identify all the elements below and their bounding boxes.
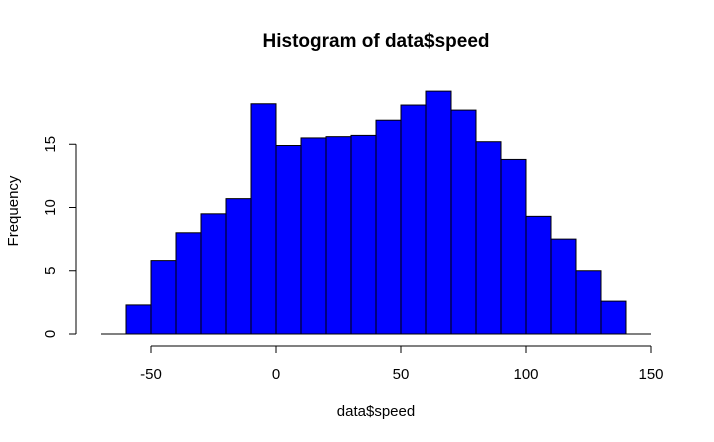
histogram-bar [200, 213, 227, 335]
y-axis-label: Frequency [5, 175, 22, 246]
bars-group [125, 90, 627, 335]
histogram-bar [400, 104, 427, 335]
y-tick-label: 10 [42, 199, 59, 216]
x-tick-label: 150 [638, 366, 663, 383]
x-tick-label: 50 [393, 366, 410, 383]
histogram-bar [525, 215, 552, 335]
x-tick-label: -50 [140, 366, 162, 383]
histogram-bar [575, 270, 602, 335]
histogram-bar [450, 109, 477, 335]
x-tick-label: 0 [272, 366, 280, 383]
histogram-bar [125, 304, 152, 335]
histogram-bar [600, 300, 627, 335]
y-tick-label: 5 [42, 267, 59, 275]
histogram-bar [225, 198, 252, 335]
y-tick-label: 15 [42, 136, 59, 153]
histogram-bar [500, 158, 527, 335]
histogram-bar [475, 141, 502, 335]
chart-title: Histogram of data$speed [263, 31, 490, 52]
histogram-bar [375, 119, 402, 335]
y-tick-label: 0 [42, 330, 59, 338]
histogram-bar [250, 103, 277, 335]
histogram-bar [275, 145, 302, 335]
histogram-bar [325, 136, 352, 335]
histogram-bar [350, 134, 377, 335]
histogram-bar [175, 232, 202, 335]
histogram-bar [425, 90, 452, 335]
x-axis: -50 0 50 100 150 [101, 333, 664, 383]
histogram-bar [550, 238, 577, 335]
histogram-bar [150, 260, 177, 335]
histogram-bar [300, 137, 327, 335]
x-axis-label: data$speed [337, 403, 415, 420]
y-axis: 0 5 10 15 [42, 136, 77, 338]
x-tick-label: 100 [513, 366, 538, 383]
